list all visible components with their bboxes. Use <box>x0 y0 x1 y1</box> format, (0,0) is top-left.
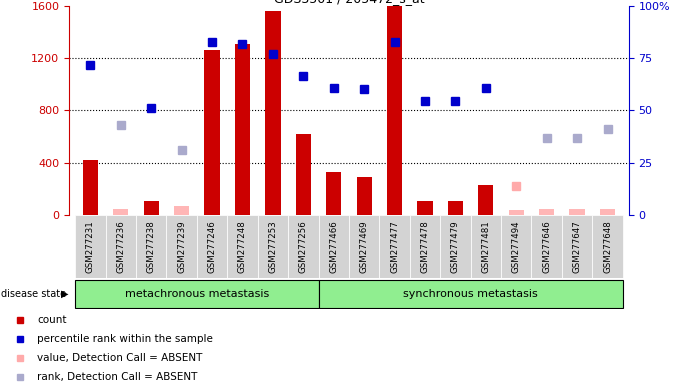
Bar <box>235 44 250 215</box>
Bar <box>265 11 281 215</box>
Bar <box>410 215 440 278</box>
Text: disease state: disease state <box>1 289 66 299</box>
Text: GSM277478: GSM277478 <box>421 220 430 273</box>
Text: GSM277238: GSM277238 <box>146 220 155 273</box>
Text: GSM277647: GSM277647 <box>573 220 582 273</box>
Text: GSM277248: GSM277248 <box>238 220 247 273</box>
Text: GSM277466: GSM277466 <box>329 220 339 273</box>
Bar <box>227 215 258 278</box>
Text: GSM277256: GSM277256 <box>299 220 307 273</box>
Bar <box>319 215 349 278</box>
Bar <box>501 215 531 278</box>
Text: GSM277236: GSM277236 <box>116 220 125 273</box>
Bar <box>174 206 189 215</box>
Text: GSM277481: GSM277481 <box>482 220 491 273</box>
Bar <box>349 215 379 278</box>
Bar <box>288 215 319 278</box>
Bar <box>471 215 501 278</box>
Bar <box>75 215 106 278</box>
Bar <box>144 201 159 215</box>
Text: GSM277246: GSM277246 <box>207 220 216 273</box>
Bar <box>205 50 220 215</box>
Text: GSM277646: GSM277646 <box>542 220 551 273</box>
Bar <box>167 215 197 278</box>
Bar <box>379 215 410 278</box>
Bar <box>539 209 554 215</box>
Bar <box>136 215 167 278</box>
Bar <box>296 134 311 215</box>
Bar <box>592 215 623 278</box>
Bar <box>478 185 493 215</box>
Text: GSM277469: GSM277469 <box>359 220 369 273</box>
Bar <box>448 201 463 215</box>
Bar <box>440 215 471 278</box>
Text: GSM277477: GSM277477 <box>390 220 399 273</box>
Text: ▶: ▶ <box>61 289 68 299</box>
Text: GSM277231: GSM277231 <box>86 220 95 273</box>
Text: GSM277239: GSM277239 <box>177 220 186 273</box>
Text: percentile rank within the sample: percentile rank within the sample <box>37 334 214 344</box>
Bar <box>258 215 288 278</box>
Text: GSM277479: GSM277479 <box>451 220 460 273</box>
Bar <box>387 6 402 215</box>
Text: GSM277494: GSM277494 <box>512 220 521 273</box>
Bar <box>83 160 98 215</box>
Text: rank, Detection Call = ABSENT: rank, Detection Call = ABSENT <box>37 371 198 382</box>
Bar <box>106 215 136 278</box>
Bar <box>562 215 592 278</box>
Text: synchronous metastasis: synchronous metastasis <box>404 289 538 299</box>
Bar <box>326 172 341 215</box>
Bar <box>113 209 129 215</box>
Bar <box>569 209 585 215</box>
Bar <box>509 210 524 215</box>
Text: GSM277648: GSM277648 <box>603 220 612 273</box>
Bar <box>531 215 562 278</box>
Bar <box>357 177 372 215</box>
Bar <box>75 280 319 308</box>
Text: GSM277253: GSM277253 <box>268 220 277 273</box>
Text: count: count <box>37 315 67 325</box>
Text: value, Detection Call = ABSENT: value, Detection Call = ABSENT <box>37 353 202 363</box>
Bar <box>319 280 623 308</box>
Bar <box>197 215 227 278</box>
Text: metachronous metastasis: metachronous metastasis <box>125 289 269 299</box>
Title: GDS3501 / 205472_s_at: GDS3501 / 205472_s_at <box>274 0 424 5</box>
Bar <box>417 201 433 215</box>
Bar <box>600 209 615 215</box>
